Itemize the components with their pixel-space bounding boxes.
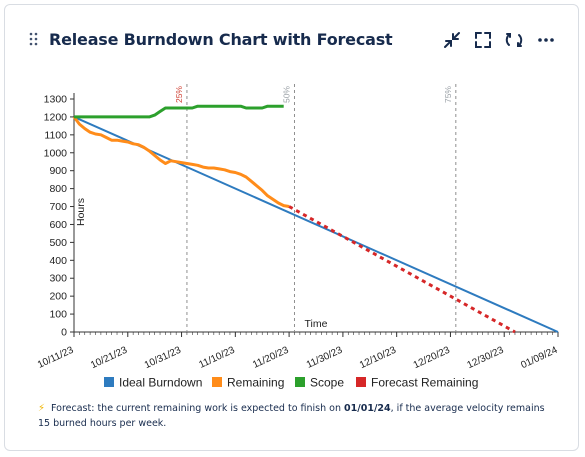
more-icon <box>538 38 554 42</box>
y-tick-label: 1100 <box>44 129 67 141</box>
y-tick-label: 800 <box>49 183 67 195</box>
x-tick-label: 10/31/23 <box>143 345 183 372</box>
series-line-forecast-remaining <box>288 205 516 334</box>
series-line-ideal-burndown <box>73 115 559 333</box>
legend-item[interactable]: Ideal Burndown <box>104 376 202 390</box>
legend-label: Remaining <box>227 376 284 390</box>
legend-item[interactable]: Forecast Remaining <box>356 376 478 390</box>
forecast-note: ⚡ Forecast: the current remaining work is… <box>38 401 558 431</box>
legend-label: Ideal Burndown <box>119 376 202 390</box>
forecast-suffix: , if the average velocity remains 15 bur… <box>38 403 545 429</box>
milestone-label: 50% <box>281 86 291 103</box>
y-tick-label: 900 <box>49 165 67 177</box>
drag-handle-icon[interactable] <box>29 32 39 46</box>
x-tick-label: 12/30/23 <box>466 345 506 372</box>
forecast-date: 01/01/24 <box>344 403 391 414</box>
legend-item[interactable]: Scope <box>295 376 344 390</box>
refresh-button[interactable] <box>503 29 525 51</box>
y-tick-label: 200 <box>49 291 67 303</box>
y-tick-label: 300 <box>49 273 67 285</box>
x-tick-label: 11/20/23 <box>251 345 291 371</box>
burndown-widget-card: Release Burndown Chart with Forecast <box>4 4 579 451</box>
legend-label: Forecast Remaining <box>371 376 478 390</box>
milestone-label: 25% <box>174 86 184 103</box>
widget-title: Release Burndown Chart with Forecast <box>49 30 393 49</box>
x-tick-label: 10/21/23 <box>89 345 129 372</box>
x-tick-label: 12/20/23 <box>412 345 452 372</box>
fullscreen-button[interactable] <box>472 29 494 51</box>
legend-swatch <box>295 377 305 387</box>
legend-swatch <box>356 377 366 387</box>
legend-item[interactable]: Remaining <box>212 376 284 390</box>
y-tick-label: 1200 <box>44 111 68 123</box>
y-tick-label: 600 <box>49 219 67 231</box>
minimize-icon <box>444 32 460 48</box>
y-tick-label: 0 <box>61 327 67 339</box>
legend-swatch <box>212 377 222 387</box>
lightning-icon: ⚡ <box>38 403 46 414</box>
milestone-label: 75% <box>443 86 453 103</box>
series-line-remaining <box>72 116 290 208</box>
forecast-prefix: Forecast: the current remaining work is … <box>51 403 345 414</box>
x-tick-label: 01/09/24 <box>519 345 559 372</box>
x-tick-label: 12/10/23 <box>358 345 398 372</box>
x-axis-title: Time <box>305 318 328 330</box>
more-options-button[interactable] <box>535 29 557 51</box>
y-tick-label: 100 <box>49 309 67 321</box>
refresh-icon <box>505 33 523 47</box>
series-line-scope <box>74 104 284 119</box>
x-tick-label: 11/30/23 <box>305 345 345 371</box>
x-tick-label: 11/10/23 <box>197 345 237 371</box>
widget-header: Release Burndown Chart with Forecast <box>5 5 578 75</box>
fullscreen-icon <box>475 32 491 48</box>
y-tick-label: 1300 <box>44 94 68 106</box>
legend-swatch <box>104 377 114 387</box>
y-tick-label: 1000 <box>44 147 68 159</box>
y-tick-label: 400 <box>49 255 67 267</box>
y-tick-label: 700 <box>49 201 67 213</box>
y-axis-title: Hours <box>75 198 87 226</box>
x-tick-label: 10/11/23 <box>36 345 76 371</box>
legend-label: Scope <box>310 376 344 390</box>
minimize-button[interactable] <box>441 29 463 51</box>
y-tick-label: 500 <box>49 237 67 249</box>
